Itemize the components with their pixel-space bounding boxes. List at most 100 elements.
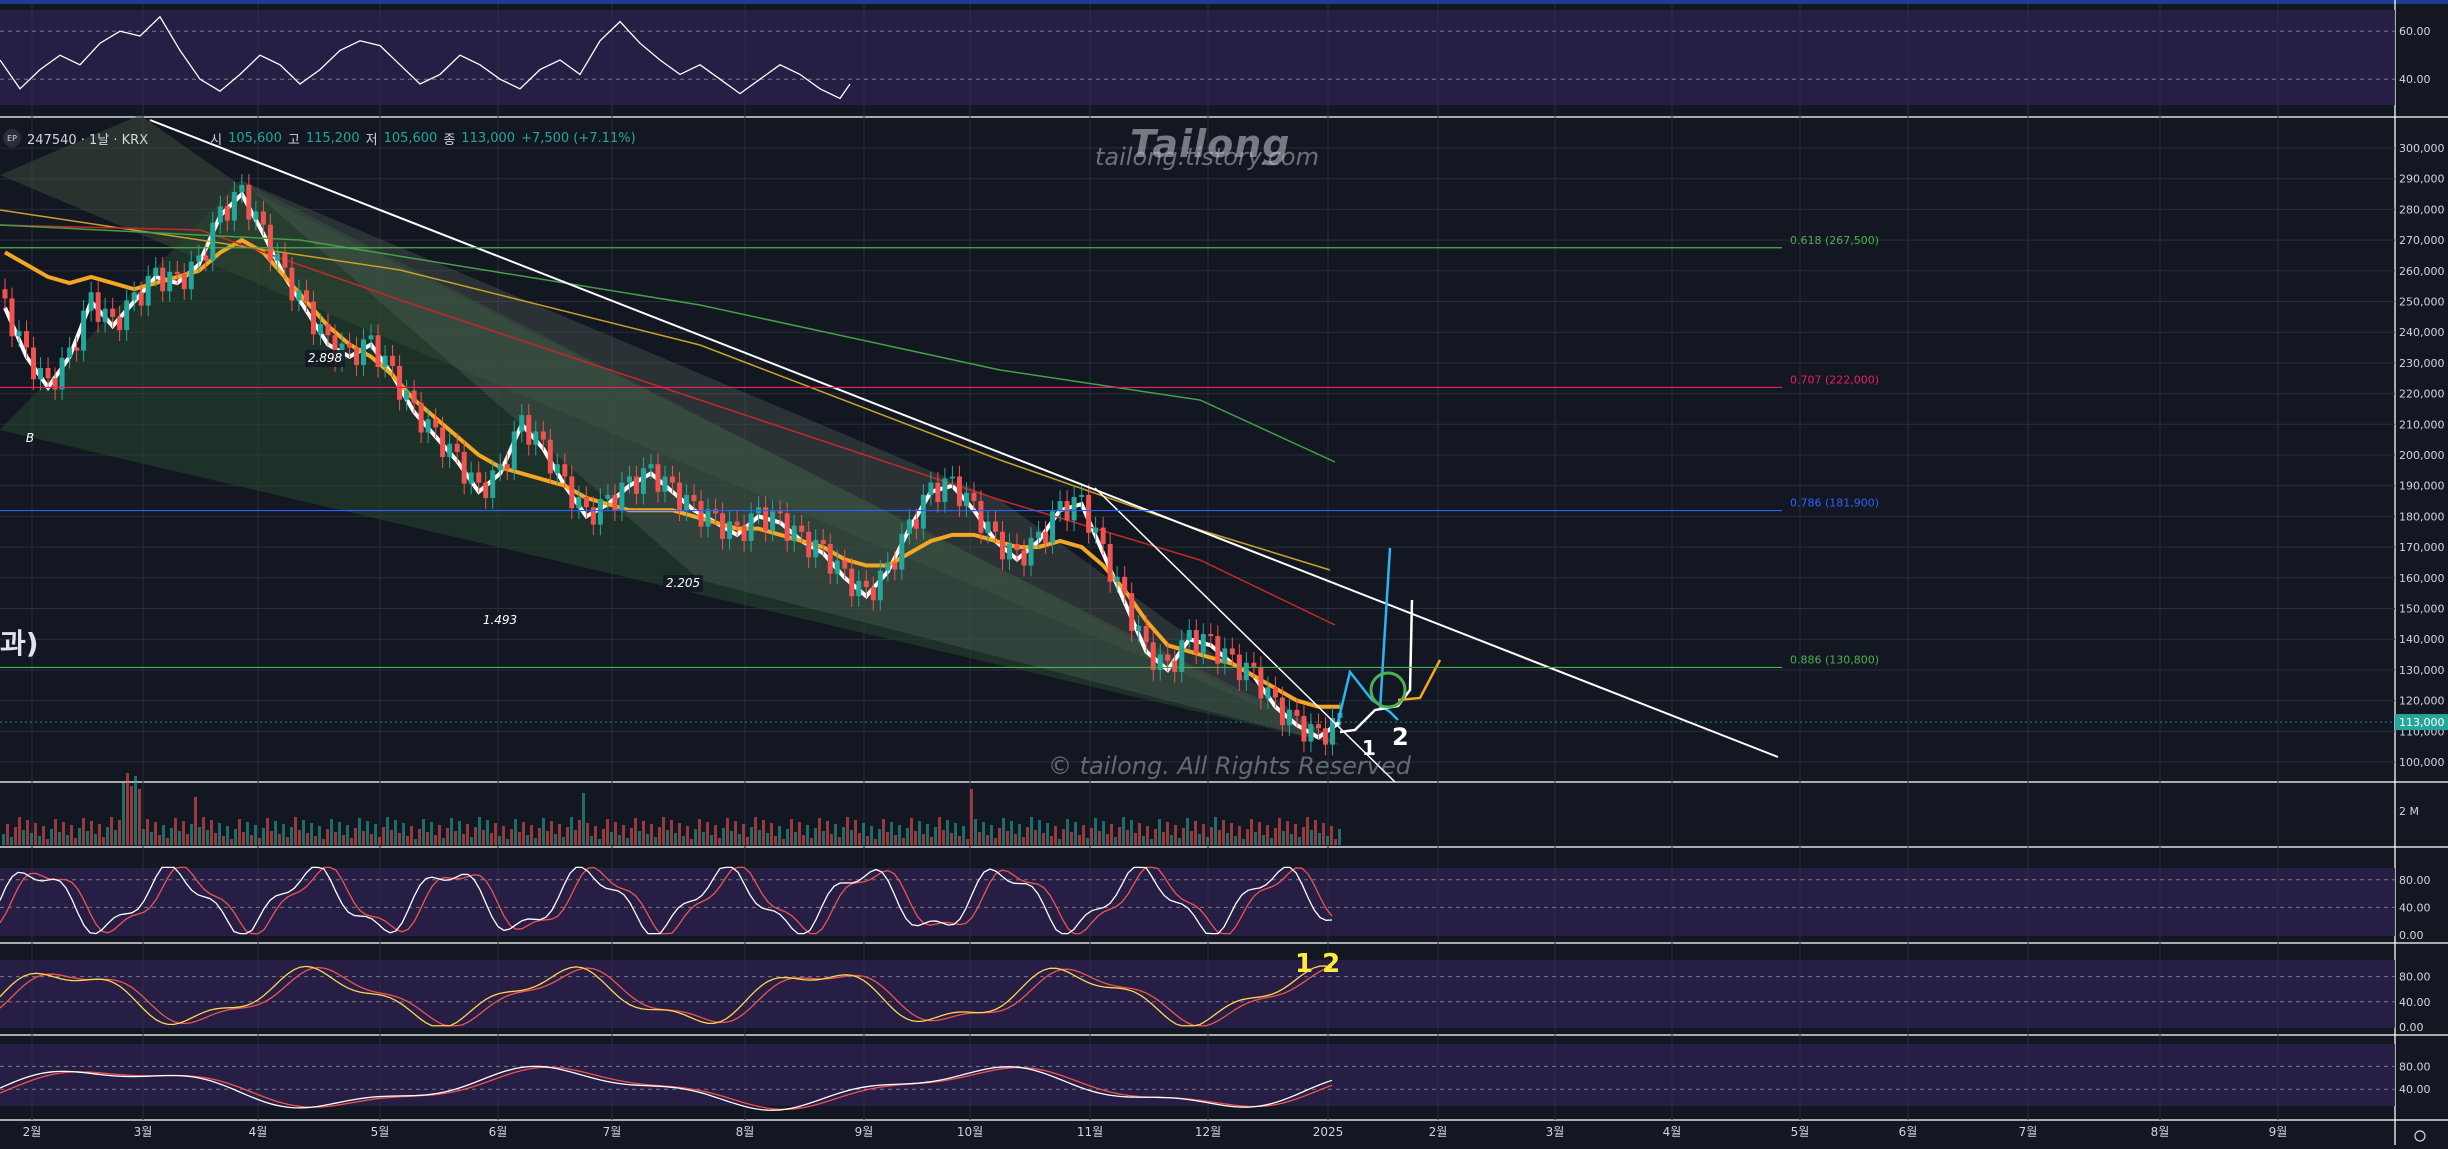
candle-body (67, 347, 73, 358)
volume-bar (1142, 836, 1145, 845)
candle-body (246, 184, 252, 220)
volume-bar (630, 828, 633, 845)
candle-body (698, 501, 704, 527)
x-tick-label: 4월 (249, 1125, 268, 1139)
volume-bar (334, 832, 337, 845)
volume-bar (274, 821, 277, 845)
volume-bar (778, 826, 781, 845)
volume-bar (918, 821, 921, 845)
volume-bar (114, 830, 117, 845)
volume-bar (346, 825, 349, 845)
volume-bar (974, 819, 977, 845)
volume-bar (430, 822, 433, 845)
volume-bar (26, 820, 29, 845)
volume-bar (890, 822, 893, 845)
volume-bar (1318, 833, 1321, 845)
y-tick-label: 280,000 (2399, 203, 2445, 216)
volume-bar (810, 838, 813, 845)
volume-bar (94, 834, 97, 845)
volume-bar (34, 823, 37, 845)
candle-body (354, 347, 360, 365)
candle-body (382, 355, 388, 367)
candle-body (863, 580, 869, 588)
candle-body (813, 539, 819, 558)
low-label: 저 (365, 132, 378, 148)
volume-bar (978, 832, 981, 845)
volume-bar (22, 830, 25, 845)
volume-bar (790, 819, 793, 845)
candle-body (188, 261, 194, 290)
volume-bar (846, 817, 849, 845)
candle-body (16, 331, 22, 337)
volume-bar (1094, 818, 1097, 845)
green-circle-marker (1369, 671, 1407, 709)
volume-bar (962, 826, 965, 845)
volume-bar (1290, 834, 1293, 845)
volume-bar (270, 831, 273, 845)
candle-body (497, 464, 503, 471)
volume-bar (510, 829, 513, 845)
volume-bar (1234, 836, 1237, 845)
volume-bar (158, 835, 161, 845)
candle-body (1186, 629, 1192, 641)
volume-bar (942, 830, 945, 845)
fib-levels[interactable]: 0.618 (267,500) 0.707 (222,000) 0.786 (181… (0, 234, 1879, 669)
candle-body (1322, 728, 1328, 745)
settings-icon (2414, 1130, 2426, 1142)
volume-bar (438, 825, 441, 845)
volume-bar (486, 820, 489, 845)
volume-bar (1262, 835, 1265, 845)
volume-bar (934, 827, 937, 845)
candle-body (289, 267, 295, 301)
volume-bar (802, 835, 805, 845)
volume-bar (1042, 833, 1045, 845)
candle-body (899, 533, 905, 570)
volume-bar (1302, 827, 1305, 845)
descending-trendline[interactable] (149, 119, 1779, 758)
volume-bar (1150, 839, 1153, 845)
candle-body (1157, 654, 1163, 670)
candle-body (418, 402, 424, 433)
volume-bar (562, 837, 565, 845)
volume-bar (1258, 822, 1261, 845)
volume-bar (882, 819, 885, 845)
y-tick-label: 200,000 (2399, 449, 2445, 462)
candle-body (554, 464, 560, 474)
candle-body (856, 580, 862, 597)
volume-bar (110, 817, 113, 845)
volume-bar (610, 832, 613, 845)
candle-body (827, 544, 833, 574)
volume-bar (78, 828, 81, 845)
volume-bar (582, 793, 585, 845)
ma-green-line (0, 224, 1336, 463)
volume-bar (1078, 835, 1081, 845)
stoch-tick-label: 0.00 (2399, 1021, 2424, 1034)
trend-lines[interactable] (149, 119, 1779, 783)
x-tick-label: 6월 (489, 1125, 508, 1139)
candle-body (24, 331, 30, 348)
volume-bar (1038, 820, 1041, 845)
volume-bar (362, 831, 365, 845)
volume-bar (1278, 818, 1281, 845)
candle-body (1036, 531, 1042, 538)
candle-body (1093, 527, 1099, 533)
symbol-name[interactable]: 247540 · 1날 · KRX (27, 132, 149, 148)
candle-body (153, 267, 159, 276)
candle-body (440, 427, 446, 458)
volume-bar (570, 817, 573, 845)
secondary-trendline[interactable] (1094, 487, 1396, 783)
candle-body (1258, 666, 1264, 699)
volume-bar (266, 818, 269, 845)
candle-body (361, 339, 367, 365)
symbol-logo: EP (3, 129, 21, 147)
candle-body (239, 184, 245, 193)
stoch-k-line (0, 1065, 1333, 1111)
candle-body (877, 570, 883, 601)
volume-bar (126, 773, 129, 845)
candle-body (31, 347, 37, 380)
x-tick-label: 3월 (134, 1125, 153, 1139)
volume-bar (914, 831, 917, 845)
candle-body (9, 298, 15, 337)
volume-bar (786, 829, 789, 845)
